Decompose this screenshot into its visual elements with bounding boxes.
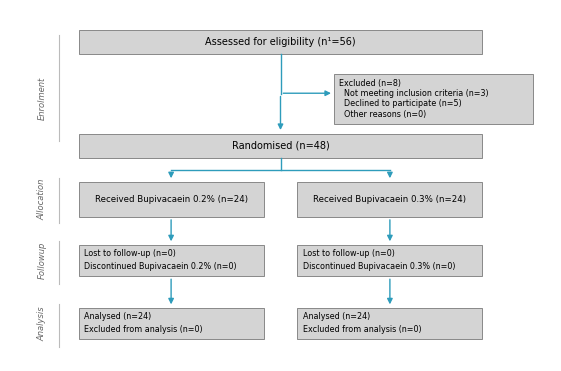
Text: Received Bupivacaein 0.2% (n=24): Received Bupivacaein 0.2% (n=24) [95, 195, 247, 204]
Text: Excluded from analysis (n=0): Excluded from analysis (n=0) [84, 325, 203, 334]
Text: Enrolment: Enrolment [38, 77, 47, 120]
Text: Lost to follow-up (n=0): Lost to follow-up (n=0) [84, 249, 176, 258]
Text: Other reasons (n=0): Other reasons (n=0) [339, 110, 427, 119]
Text: Excluded (n=8): Excluded (n=8) [339, 79, 402, 88]
Text: Randomised (n=48): Randomised (n=48) [232, 141, 329, 151]
Text: Received Bupivacaein 0.3% (n=24): Received Bupivacaein 0.3% (n=24) [314, 195, 466, 204]
Text: Analysis: Analysis [38, 306, 47, 341]
FancyBboxPatch shape [297, 182, 482, 217]
Text: Followup: Followup [38, 242, 47, 279]
FancyBboxPatch shape [79, 308, 264, 339]
Text: Discontinued Bupivacaein 0.3% (n=0): Discontinued Bupivacaein 0.3% (n=0) [303, 262, 456, 271]
Text: Excluded from analysis (n=0): Excluded from analysis (n=0) [303, 325, 421, 334]
Text: Declined to participate (n=5): Declined to participate (n=5) [339, 99, 462, 108]
Text: Discontinued Bupivacaein 0.2% (n=0): Discontinued Bupivacaein 0.2% (n=0) [84, 262, 237, 271]
Text: Allocation: Allocation [38, 178, 47, 220]
FancyBboxPatch shape [334, 74, 533, 124]
FancyBboxPatch shape [79, 245, 264, 276]
Text: Analysed (n=24): Analysed (n=24) [303, 312, 370, 321]
FancyBboxPatch shape [297, 308, 482, 339]
FancyBboxPatch shape [79, 30, 482, 54]
FancyBboxPatch shape [79, 182, 264, 217]
Text: Analysed (n=24): Analysed (n=24) [84, 312, 151, 321]
FancyBboxPatch shape [297, 245, 482, 276]
Text: Assessed for eligibility (n¹=56): Assessed for eligibility (n¹=56) [205, 37, 356, 47]
Text: Lost to follow-up (n=0): Lost to follow-up (n=0) [303, 249, 395, 258]
Text: Not meeting inclusion criteria (n=3): Not meeting inclusion criteria (n=3) [339, 89, 489, 98]
FancyBboxPatch shape [79, 134, 482, 158]
